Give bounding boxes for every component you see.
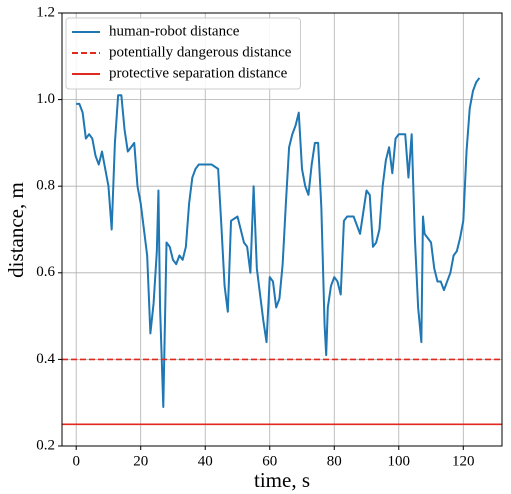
y-axis-label: distance, m <box>4 182 28 278</box>
x-tick-label: 120 <box>452 453 475 469</box>
data-line <box>76 77 481 409</box>
x-tick-label: 40 <box>198 453 213 469</box>
legend-label: potentially dangerous distance <box>109 44 292 60</box>
legend-label: human-robot distance <box>109 23 240 39</box>
y-tick-label: 0.8 <box>36 178 55 194</box>
y-tick-label: 0.6 <box>36 264 55 280</box>
y-tick-label: 0.4 <box>36 351 55 367</box>
y-tick-label: 1.2 <box>36 4 55 20</box>
legend-box <box>65 17 301 90</box>
x-tick-label: 100 <box>388 453 411 469</box>
x-tick-label: 0 <box>72 453 80 469</box>
x-tick-label: 60 <box>262 453 277 469</box>
y-tick-label: 0.2 <box>36 437 55 453</box>
legend: human-robot distance potentially dangerou… <box>65 17 301 90</box>
legend-label: protective separation distance <box>109 65 288 81</box>
y-tick-label: 1.0 <box>36 91 55 107</box>
x-axis-label: time, s <box>254 468 310 492</box>
plot-frame <box>61 12 503 447</box>
x-tick-label: 80 <box>327 453 342 469</box>
x-tick-label: 20 <box>133 453 148 469</box>
